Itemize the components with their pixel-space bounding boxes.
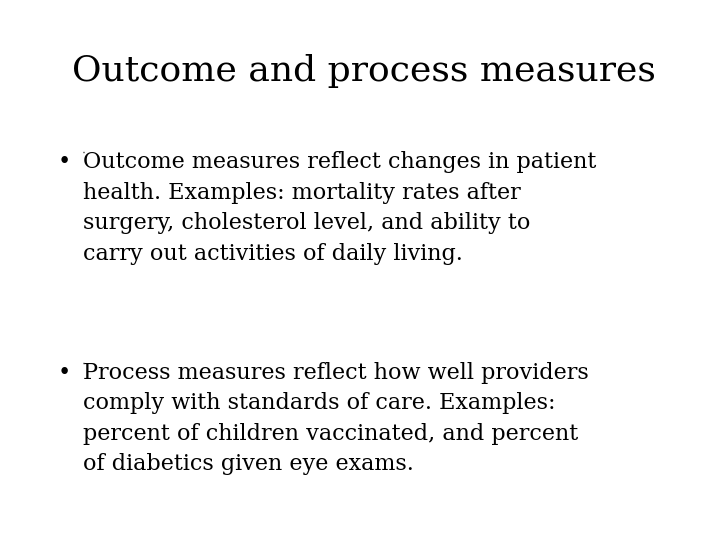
- Text: Outcome and process measures: Outcome and process measures: [72, 54, 656, 88]
- Text: •: •: [58, 362, 71, 384]
- Text: •: •: [58, 151, 71, 173]
- Text: Process measures reflect how well providers
comply with standards of care. Examp: Process measures reflect how well provid…: [83, 362, 588, 475]
- Text: Outcome measures reflect changes in patient
health. Examples: mortality rates af: Outcome measures reflect changes in pati…: [83, 151, 596, 265]
